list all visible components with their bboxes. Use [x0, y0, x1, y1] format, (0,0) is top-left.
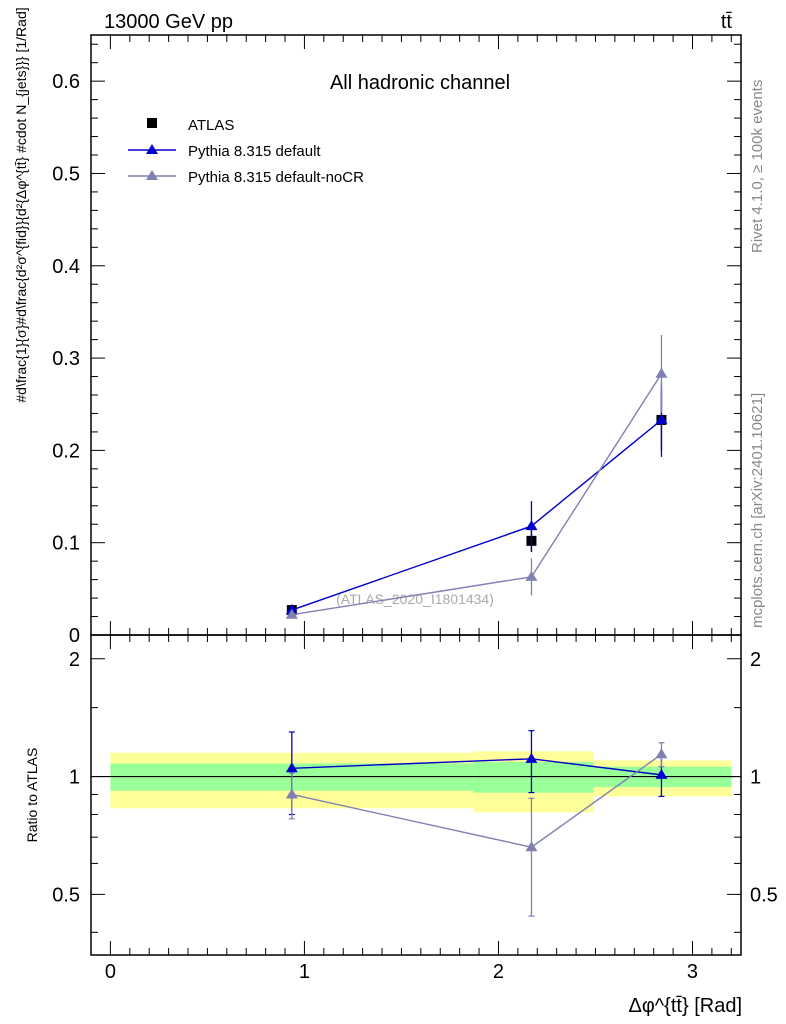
x-tick-label: 0 — [105, 961, 116, 983]
pythia-8-315-default-point — [655, 413, 668, 424]
x-tick-label: 1 — [299, 961, 310, 983]
pythia-8-315-default-line — [291, 419, 662, 611]
ratio-y-tick-label-right: 0.5 — [750, 884, 778, 906]
x-axis-label: Δφ^{tt̄} [Rad] — [628, 995, 742, 1017]
legend-pythia-default-marker — [146, 144, 158, 154]
legend-entry-pythia-nocr: Pythia 8.315 default-noCR — [128, 169, 364, 186]
main-y-tick-label: 0.4 — [52, 256, 80, 278]
legend-pythia-nocr-label: Pythia 8.315 default-noCR — [188, 169, 364, 186]
ratio-y-tick-label-left: 2 — [69, 649, 80, 671]
legend-entry-atlas: ATLAS — [147, 117, 234, 134]
ratio-plot-area: 0.5 0.5 1 1 2 2 0 1 2 3 — [52, 635, 778, 983]
main-plot-area: 0 0.1 0.2 0.3 0.4 0.5 0.6 — [52, 35, 741, 647]
main-y-axis-label: #d\frac{1}{σ}#d\frac{d²σ^{fid}}{d²{Δφ^{t… — [13, 7, 29, 402]
main-y-tick-label: 0 — [69, 625, 80, 647]
ratio-y-tick-label-left: 1 — [69, 767, 80, 789]
main-panel: All hadronic channel (ATLAS_2020_I180143… — [13, 7, 742, 647]
ratio-y-axis-label: Ratio to ATLAS — [24, 748, 40, 843]
ratio-pythia-8-315-default-nocr-point — [655, 748, 668, 759]
pythia-8-315-default-point — [525, 520, 538, 531]
ratio-pythia-8-315-default-point — [655, 768, 668, 779]
ratio-inner-band — [473, 761, 594, 793]
main-y-tick-label: 0.1 — [52, 533, 80, 555]
legend: ATLAS Pythia 8.315 default Pythia 8.315 … — [128, 117, 364, 186]
ratio-frame — [90, 634, 742, 956]
ratio-y-tick-label-right: 2 — [750, 649, 761, 671]
pythia-8-315-default-nocr-point — [655, 367, 668, 378]
legend-pythia-default-label: Pythia 8.315 default — [188, 143, 321, 160]
analysis-watermark: (ATLAS_2020_I1801434) — [336, 591, 494, 607]
rivet-label: Rivet 4.1.0, ≥ 100k events — [749, 80, 766, 253]
main-y-tick-label: 0.6 — [52, 71, 80, 93]
ratio-y-tick-label-left: 0.5 — [52, 884, 80, 906]
x-tick-label: 3 — [687, 961, 698, 983]
main-title: All hadronic channel — [330, 72, 510, 94]
pythia-8-315-default-nocr-point — [525, 570, 538, 581]
main-y-tick-label: 0.5 — [52, 163, 80, 185]
ratio-y-tick-label-right: 1 — [750, 767, 761, 789]
main-y-tick-label: 0.2 — [52, 440, 80, 462]
pythia-8-315-default-nocr-line — [291, 373, 663, 616]
mcplots-label: mcplots.cern.ch [arXiv:2401.10621] — [749, 393, 766, 628]
ratio-pythia-8-315-default-nocr-point — [285, 788, 298, 799]
ratio-panel: 0.5 0.5 1 1 2 2 0 1 2 3 Ratio to ATLAS Δφ^{tt̄} [… — [24, 634, 778, 1017]
legend-entry-pythia-default: Pythia 8.315 default — [128, 143, 321, 160]
pythia-8-315-default-nocr-point — [285, 608, 298, 619]
legend-atlas-label: ATLAS — [188, 117, 234, 134]
energy-label: 13000 GeV pp — [104, 11, 233, 33]
legend-pythia-nocr-marker — [146, 170, 158, 180]
legend-atlas-marker — [147, 118, 157, 128]
main-y-tick-label: 0.3 — [52, 348, 80, 370]
ratio-pythia-8-315-default-point — [525, 752, 538, 763]
ratio-pythia-8-315-default-nocr-point — [525, 841, 538, 852]
process-label: tt̄ — [721, 11, 733, 33]
x-tick-label: 2 — [493, 961, 504, 983]
ratio-pythia-8-315-default-point — [285, 762, 298, 773]
